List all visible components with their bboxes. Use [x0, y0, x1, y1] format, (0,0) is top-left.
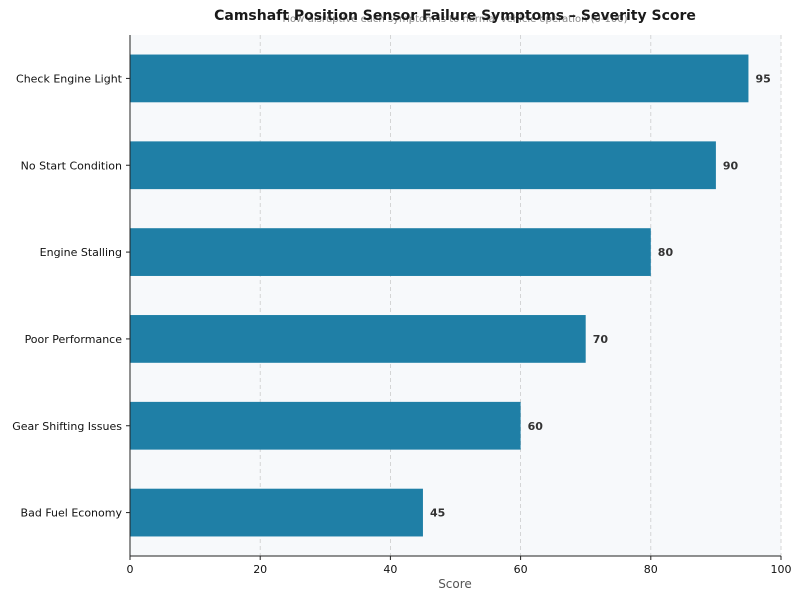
value-label: 60	[528, 420, 544, 433]
value-label: 90	[723, 159, 739, 172]
bar	[130, 488, 423, 537]
grid-lines	[259, 35, 782, 556]
value-label: 70	[593, 333, 609, 346]
x-tick-labels: 0 20 40 60 80 100	[127, 556, 792, 576]
chart-subtitle: How disruptive each symptom is to normal…	[283, 14, 628, 25]
bar	[130, 141, 716, 190]
bar	[130, 315, 586, 363]
bar	[130, 54, 749, 103]
x-tick-label: 100	[771, 563, 792, 576]
category-label: Bad Fuel Economy	[21, 507, 123, 520]
bars	[130, 54, 749, 537]
x-tick-label: 0	[127, 563, 134, 576]
x-tick-label: 20	[253, 563, 267, 576]
category-label: Check Engine Light	[16, 72, 123, 85]
bar	[130, 228, 651, 276]
value-label: 95	[755, 72, 770, 85]
x-tick-label: 80	[644, 563, 658, 576]
value-label: 80	[658, 246, 674, 259]
category-label: No Start Condition	[21, 159, 122, 172]
category-label: Poor Performance	[25, 333, 123, 346]
x-tick-label: 40	[383, 563, 397, 576]
category-label: Engine Stalling	[40, 246, 122, 259]
category-label: Gear Shifting Issues	[12, 420, 122, 433]
x-tick-label: 60	[514, 563, 528, 576]
value-label: 45	[430, 507, 445, 520]
chart-title: Camshaft Position Sensor Failure Symptom…	[214, 8, 696, 24]
value-labels: 95 90 80 70 60 45	[430, 72, 771, 519]
bar	[130, 401, 521, 450]
category-labels: Check Engine Light No Start Condition Engi…	[12, 72, 130, 520]
plot-area	[130, 35, 781, 556]
x-axis-label: Score	[438, 577, 472, 591]
